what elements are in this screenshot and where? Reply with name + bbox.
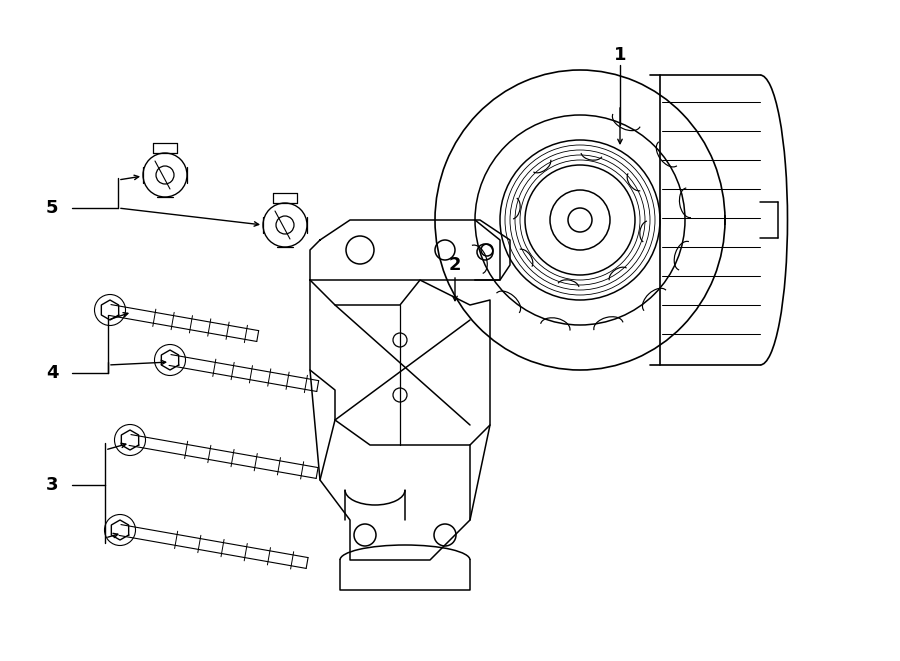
Text: 3: 3 (46, 476, 58, 494)
Text: 4: 4 (46, 364, 58, 382)
Text: 5: 5 (46, 199, 58, 217)
Text: 1: 1 (614, 46, 626, 64)
Text: 2: 2 (449, 256, 461, 274)
